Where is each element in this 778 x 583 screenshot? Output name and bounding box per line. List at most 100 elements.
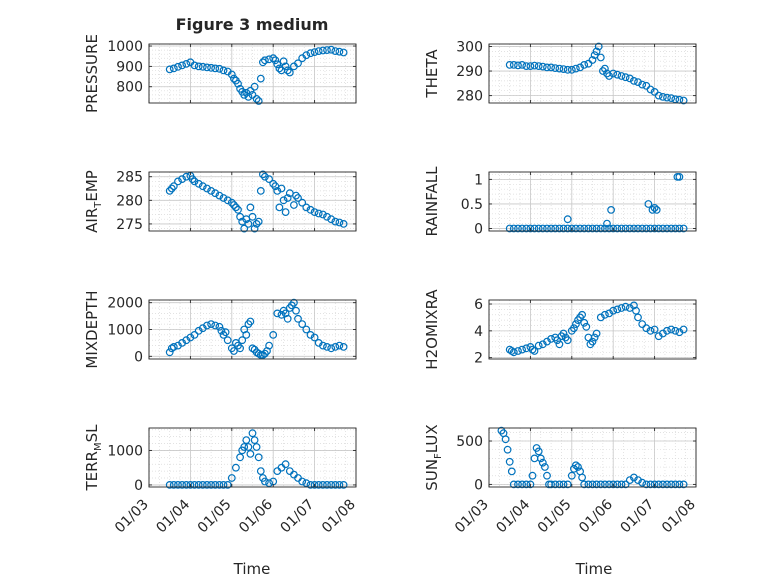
panel-mixdepth-point (265, 341, 274, 350)
panel-sun-flux-point (526, 480, 535, 489)
panel-terr-msl-series (165, 429, 348, 489)
panel-sun-flux-point (679, 480, 688, 489)
panel-pressure-ytick-label: 900 (116, 59, 143, 75)
panel-air-temp-ytick-label: 280 (116, 193, 143, 209)
panel-terr-msl-xtick-label: 01/08 (319, 497, 359, 537)
panel-pressure-point (335, 47, 344, 56)
panel-air-temp-point (283, 194, 292, 202)
panel-rainfall-point (659, 224, 667, 233)
panel-sun-flux-point (588, 480, 597, 489)
panel-terr-msl-point (331, 481, 340, 489)
panel-rainfall-point (638, 224, 647, 233)
panel-mixdepth-point (310, 333, 319, 342)
panel-terr-msl-point (215, 481, 224, 489)
panel-air-temp-point (215, 191, 224, 200)
panel-pressure-point (310, 48, 319, 56)
panel-air-temp-point (279, 196, 288, 205)
panel-rainfall-axes-box (488, 171, 697, 232)
panel-mixdepth-point (215, 322, 224, 331)
panel-rainfall: 0 0.5 1 RAINFALL (423, 166, 697, 238)
panel-h2omixra-ytick-label: 4 (474, 324, 483, 340)
panel-rainfall-point (671, 224, 680, 233)
panel-sun-flux-point (555, 480, 564, 489)
panel-pressure-point (252, 94, 261, 103)
panel-sun-flux-point (518, 480, 526, 489)
panel-h2omixra-plot-area (489, 300, 696, 359)
panel-air-temp-point (250, 224, 259, 233)
panel-terr-msl-tick-marks (148, 428, 357, 487)
panel-pressure-point (182, 60, 191, 68)
panel-h2omixra-ylabel: H2OMIXRA (423, 289, 441, 370)
panel-rainfall-point (526, 224, 535, 233)
panel-h2omixra-ytick-label: 6 (474, 297, 483, 313)
panel-air-temp-point (203, 184, 211, 193)
panel-rainfall-series (505, 172, 688, 233)
panel-sun-flux-point (514, 480, 522, 489)
panel-terr-msl-point (174, 481, 182, 489)
panel-theta-point (543, 63, 551, 72)
panel-pressure-point (283, 66, 292, 75)
panel-pressure-point (234, 79, 242, 88)
panel-mixdepth-point (229, 347, 238, 355)
panel-air-temp-point (327, 215, 336, 224)
panel-theta-point (530, 61, 539, 70)
panel-terr-msl-point (302, 479, 311, 488)
panel-theta-tick-marks (488, 44, 697, 103)
panel-pressure-point (203, 63, 211, 72)
panel-h2omixra-point (617, 304, 626, 312)
panel-terr-msl-point (256, 467, 265, 476)
panel-sun-flux-point (567, 471, 576, 480)
panel-terr-msl-point (314, 481, 323, 489)
panel-air-temp-point (259, 170, 267, 179)
panel-h2omixra-point (582, 322, 591, 331)
panel-pressure-point (294, 59, 302, 68)
x-axis-label-left: Time (233, 560, 271, 578)
panel-h2omixra-point (634, 313, 642, 322)
panel-terr-msl-point (231, 463, 240, 472)
panel-mixdepth-point (217, 326, 226, 335)
panel-theta-point (547, 63, 555, 72)
panel-terr-msl-point (165, 481, 174, 489)
panel-h2omixra-point (596, 313, 605, 322)
panel-theta-point (634, 78, 642, 86)
panel-air-temp-point (306, 205, 315, 214)
panel-air-temp-point (234, 205, 242, 214)
panel-air-temp-point (323, 212, 331, 221)
panel-h2omixra-point (621, 302, 630, 311)
panel-air-temp-point (265, 175, 274, 184)
panel-sun-flux-xtick-label: 01/05 (535, 497, 575, 537)
panel-rainfall-point (675, 172, 684, 181)
panel-sun-flux-point (617, 480, 626, 489)
panel-air-temp-point (294, 194, 302, 202)
panel-mixdepth-point (290, 298, 298, 307)
panel-theta-point (596, 53, 605, 62)
panel-sun-flux-xtick-label: 01/04 (493, 496, 533, 536)
panel-theta-point (601, 64, 609, 73)
panel-h2omixra-point (679, 325, 688, 334)
panel-pressure-point (211, 64, 220, 73)
panel-mixdepth-point (256, 351, 265, 359)
panel-rainfall-point (596, 224, 605, 233)
panel-rainfall-point (555, 224, 564, 233)
panel-mixdepth-point (165, 348, 174, 357)
panel-theta-point (509, 61, 518, 69)
panel-air-temp-point (227, 198, 236, 207)
panel-air-temp-point (211, 189, 220, 198)
panel-sun-flux-point (574, 463, 582, 471)
panel-pressure-point (271, 56, 280, 65)
panel-mixdepth-point (327, 344, 336, 353)
panel-rainfall-point (609, 224, 618, 233)
panel-rainfall-point (547, 224, 555, 233)
panel-h2omixra-point (514, 347, 522, 355)
panel-theta-point (559, 65, 568, 73)
panel-terr-msl-point (242, 436, 251, 445)
panel-h2omixra-point (588, 337, 597, 346)
panel-terr-msl-point (310, 481, 319, 489)
panel-theta-point (646, 85, 655, 94)
panel-h2omixra-point (592, 329, 601, 338)
panel-terr-msl-xtick-label: 01/07 (278, 497, 318, 537)
panel-theta-point (609, 69, 618, 78)
panel-rainfall-point (601, 224, 609, 233)
panel-pressure-point (273, 60, 282, 69)
panel-h2omixra-point (601, 310, 609, 319)
